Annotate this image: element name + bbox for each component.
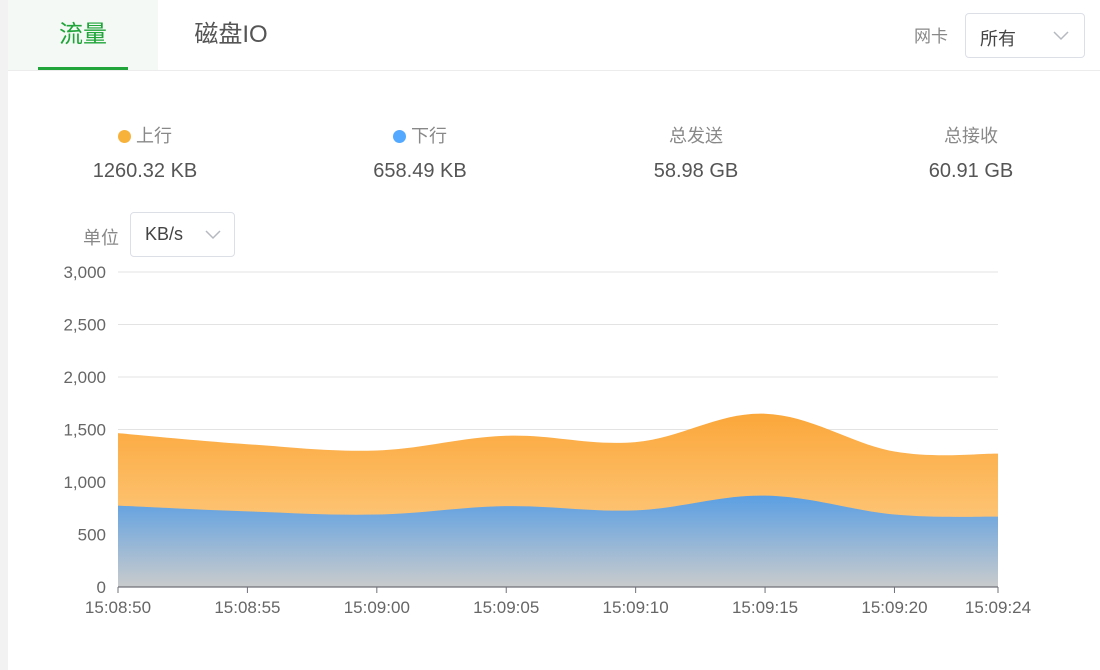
tab-traffic-label: 流量 (59, 21, 107, 48)
y-tick-label: 1,500 (63, 421, 106, 440)
stat-download-label: 下行 (411, 126, 447, 146)
chevron-down-icon (1053, 31, 1069, 41)
x-tick-label: 15:09:15 (732, 598, 798, 617)
stat-total-received: 总接收 60.91 GB (871, 124, 1071, 183)
y-tick-label: 2,000 (63, 368, 106, 387)
unit-select[interactable]: KB/s (130, 212, 235, 257)
stat-download-value: 658.49 KB (373, 160, 467, 182)
unit-label: 单位 (83, 228, 119, 248)
x-tick-label: 15:09:05 (473, 598, 539, 617)
tab-traffic[interactable]: 流量 (8, 0, 158, 70)
stat-download: 下行 658.49 KB (320, 124, 520, 183)
stat-upload-value: 1260.32 KB (92, 160, 198, 182)
nic-select-value: 所有 (980, 29, 1016, 49)
unit-select-value: KB/s (145, 224, 184, 244)
download-dot-icon (393, 130, 406, 143)
active-tab-indicator (38, 67, 128, 70)
y-tick-label: 500 (78, 526, 106, 545)
nic-label: 网卡 (914, 27, 948, 46)
tab-disk-io[interactable]: 磁盘IO (176, 0, 286, 70)
chevron-down-icon (205, 230, 221, 240)
download-area-series (118, 495, 998, 587)
x-tick-label: 15:09:24 (965, 598, 1031, 617)
x-tick-label: 15:09:00 (344, 598, 410, 617)
x-tick-label: 15:09:20 (861, 598, 927, 617)
stat-total-received-value: 60.91 GB (928, 160, 1014, 182)
tab-disk-io-label: 磁盘IO (194, 21, 268, 48)
stat-upload-label: 上行 (136, 126, 172, 146)
x-tick-label: 15:08:55 (214, 598, 280, 617)
stat-upload: 上行 1260.32 KB (45, 124, 245, 183)
upload-dot-icon (118, 130, 131, 143)
y-tick-label: 1,000 (63, 473, 106, 492)
stat-total-sent-value: 58.98 GB (653, 160, 739, 182)
y-tick-label: 3,000 (63, 263, 106, 282)
stat-total-sent: 总发送 58.98 GB (596, 124, 796, 183)
y-tick-label: 2,500 (63, 316, 106, 335)
monitor-panel: 流量 磁盘IO 网卡 所有 上行 1260.32 KB 下行 658.49 KB… (8, 0, 1100, 670)
nic-select[interactable]: 所有 (965, 13, 1085, 58)
y-tick-label: 0 (97, 578, 106, 597)
x-tick-label: 15:09:10 (603, 598, 669, 617)
x-tick-label: 15:08:50 (85, 598, 151, 617)
tab-bar: 流量 磁盘IO 网卡 所有 (8, 0, 1100, 71)
traffic-area-chart: 0 500 1,000 1,500 2,000 2,500 3,000 15:08:50 15:… (63, 263, 1031, 617)
stat-total-received-label: 总接收 (944, 126, 998, 146)
stat-total-sent-label: 总发送 (669, 126, 723, 146)
